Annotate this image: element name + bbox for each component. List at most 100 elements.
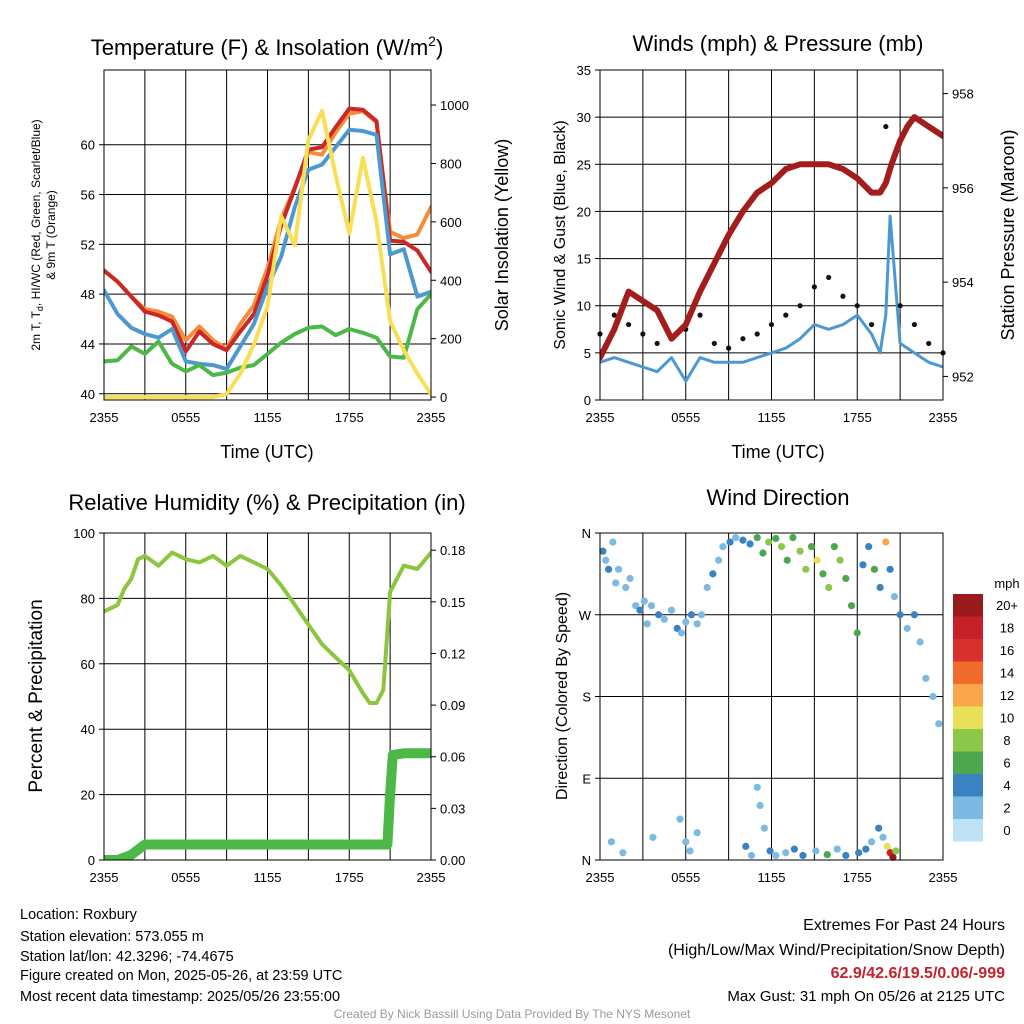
y-right-tick-label: 0.00	[440, 853, 465, 868]
direction-point	[823, 850, 831, 859]
direction-point	[802, 565, 810, 573]
y-right-tick-label: 200	[440, 332, 462, 347]
winds-title: Winds (mph) & Pressure (mb)	[633, 31, 924, 56]
direction-point	[842, 851, 850, 860]
y-tick-label: 0	[584, 393, 591, 408]
y-tick-label: 0	[88, 853, 95, 868]
direction-point	[649, 833, 657, 841]
direction-point	[640, 597, 648, 605]
humidity-ylabel-left: Percent & Precipitation	[26, 599, 47, 792]
direction-point	[622, 583, 630, 592]
gust-point	[883, 123, 889, 130]
direction-point	[612, 579, 620, 587]
direction-point	[765, 538, 773, 546]
direction-point	[867, 838, 876, 846]
y-right-tick-label: 0.18	[440, 543, 465, 558]
x-tick-label: 2355	[586, 870, 615, 885]
winds-panel: Winds (mph) & Pressure (mb) 2355 0555 1155…	[552, 31, 1018, 462]
direction-point	[903, 624, 911, 632]
y-tick-label: 10	[577, 299, 591, 314]
direction-point	[876, 583, 884, 592]
temperature-ylabel-left-2: & 9m T (Orange)	[44, 190, 58, 280]
direction-point	[772, 534, 780, 543]
temperature-ticks: 2355 0555 1155 1755 235540444852566002004006…	[81, 98, 469, 425]
gust-point	[840, 293, 846, 299]
x-tick-label: 0555	[671, 410, 700, 425]
gust-point	[911, 321, 918, 328]
direction-point	[883, 842, 891, 850]
direction-point	[922, 674, 930, 682]
direction-point	[772, 851, 780, 860]
direction-point	[807, 543, 816, 551]
y-tick-label: 40	[81, 387, 95, 402]
direction-point	[886, 565, 894, 573]
direction-point	[875, 824, 883, 832]
gust-point	[711, 340, 717, 347]
direction-point	[609, 538, 617, 546]
legend-label: 20+	[996, 598, 1018, 613]
legend-swatch	[953, 796, 983, 819]
direction-point	[660, 615, 668, 623]
direction-point	[870, 565, 879, 573]
direction-point	[753, 533, 761, 542]
direction-point	[847, 602, 856, 610]
direction-point	[760, 824, 768, 832]
x-tick-label: 1755	[843, 410, 872, 425]
y-tick-label: S	[582, 690, 591, 705]
direction-point	[697, 611, 706, 619]
direction-point	[746, 540, 754, 548]
legend-swatch	[953, 616, 983, 639]
humidity-series	[104, 550, 431, 860]
max-gust: Max Gust: 31 mph On 05/26 at 2125 UTC	[727, 988, 1005, 1005]
temperature-frame	[103, 69, 432, 401]
legend-label: 4	[1003, 778, 1010, 793]
gust-point	[654, 340, 660, 347]
direction-point	[636, 606, 644, 614]
x-tick-label: 2355	[929, 410, 958, 425]
info-created: Figure created on Mon, 2025-05-26, at 23…	[20, 968, 343, 984]
x-tick-label: 1155	[758, 870, 786, 885]
extremes-subtitle: (High/Low/Max Wind/Precipitation/Snow De…	[667, 942, 1005, 959]
direction-point	[599, 547, 607, 555]
x-tick-label: 1155	[254, 870, 282, 885]
direction-point	[782, 849, 790, 857]
gust-point	[783, 312, 789, 318]
direction-point	[602, 556, 610, 564]
x-tick-label: 1755	[843, 870, 872, 885]
direction-point	[882, 538, 890, 546]
y-right-tick-label: 954	[952, 275, 974, 290]
direction-point	[790, 845, 798, 853]
direction-point	[747, 851, 756, 860]
credit-line: Created By Nick Bassill Using Data Provi…	[333, 1007, 691, 1021]
direction-point	[766, 847, 774, 855]
y-right-tick-label: 800	[440, 156, 462, 171]
direction-point	[916, 638, 924, 646]
y-tick-label: 60	[81, 657, 95, 672]
direction-point	[607, 838, 616, 846]
legend-swatch	[953, 661, 983, 684]
y-right-tick-label: 958	[952, 87, 974, 102]
direction-point	[853, 629, 861, 637]
gust-point	[926, 340, 932, 347]
direction-point	[796, 547, 804, 555]
direction-point	[865, 543, 873, 551]
temperature-series	[104, 106, 431, 400]
direction-point	[693, 620, 701, 628]
y-tick-label: 80	[81, 591, 95, 606]
y-tick-label: 25	[577, 157, 591, 172]
legend-label: 18	[1000, 621, 1014, 636]
y-right-tick-label: 1000	[440, 98, 469, 113]
direction-point	[686, 847, 694, 855]
legend-label: 12	[1000, 688, 1014, 703]
direction-point	[626, 574, 634, 583]
y-tick-label: 100	[73, 526, 95, 541]
y-right-tick-label: 0.06	[440, 750, 465, 765]
temperature-panel: Temperature (F) & Insolation (W/m2) 2355…	[29, 33, 512, 462]
series-line	[104, 108, 431, 400]
direction-point	[667, 606, 676, 614]
direction-point	[789, 533, 797, 542]
legend-label: 16	[1000, 643, 1014, 658]
x-tick-label: 0555	[171, 870, 200, 885]
gust-point	[768, 321, 775, 328]
y-tick-label: 52	[81, 237, 95, 252]
